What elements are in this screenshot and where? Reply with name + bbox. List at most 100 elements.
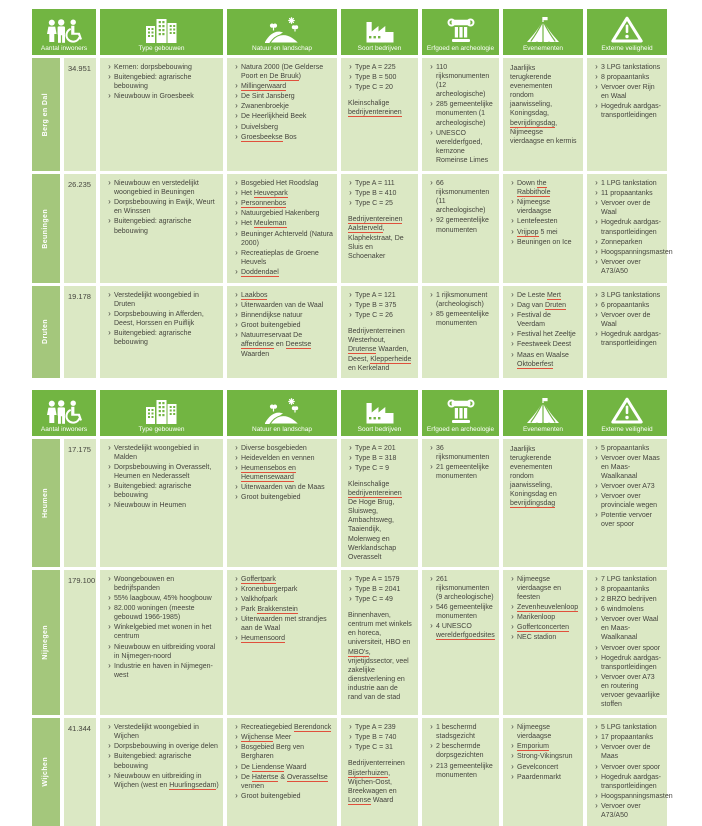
veiligheid-text: Vervoer over spoor <box>601 644 661 652</box>
gebouw-item: › Nieuwbouw en verstedelijkt woongebied i… <box>105 178 219 197</box>
bullet-icon: › <box>430 741 433 751</box>
evenement-item: › Nijmeegse vierdaagse en feesten <box>508 574 579 602</box>
spellcheck-underline: Millingerwaard <box>241 83 287 92</box>
evenement-item: › Nijmeegse vierdaagse <box>508 197 579 216</box>
bullet-icon: › <box>349 583 352 593</box>
bullet-icon: › <box>235 442 238 452</box>
soort-bedrijven-cell: › Type A = 201 › Type B = 318 › Type C = 9 Kle… <box>341 438 418 567</box>
gebouw-text: Nieuwbouw en verstedelijkt woongebied in… <box>114 180 199 197</box>
natuur-text: Groot buitengebied <box>241 322 301 330</box>
spellcheck-underline: Personnenbos <box>241 200 287 209</box>
veiligheid-text: Vervoer over de Waal <box>601 200 651 217</box>
bullet-icon: › <box>511 197 514 207</box>
natuur-item: › Uiterwaarden met strandjes aan de Waal <box>232 614 333 633</box>
evenement-text: Goffertconcerten <box>517 623 579 633</box>
gebouw-item: › Dorpsbebouwing in overige delen <box>105 741 219 751</box>
spellcheck-underline: Wijchense <box>241 734 274 743</box>
veiligheid-list: › 7 LPG tankstation › 8 propaantanks › 2 BRZO… <box>591 573 663 709</box>
aantal-inwoners-value: 179.100 <box>64 569 96 716</box>
gebouw-text: Dorpsbebouwing in overige delen <box>114 743 218 751</box>
spellcheck-underline: Klepperheide <box>370 355 412 364</box>
type-gebouwen-cell: › Nieuwbouw en verstedelijkt woongebied i… <box>100 174 223 283</box>
column-header-erfgoed-en-archeologie: Erfgoed en archeologie <box>422 9 499 55</box>
bullet-icon: › <box>595 732 598 742</box>
natuur-item: › Zwanenbroekje <box>232 101 333 111</box>
bullet-icon: › <box>235 198 238 208</box>
bullet-icon: › <box>108 289 111 299</box>
bedrijf-type-text: Type B = 375 <box>355 302 397 310</box>
erfgoed-text: 285 gemeentelijke monumenten (1 archeolo… <box>436 101 493 127</box>
column-header-externe-veiligheid: Externe veiligheid <box>587 389 667 436</box>
natuur-text: Bosgebied Berg ven Bergharen <box>241 744 305 761</box>
bedrijf-type-item: › Type B = 375 <box>346 300 414 310</box>
bullet-icon: › <box>108 461 111 471</box>
veiligheid-item: › 8 propaantanks <box>592 72 663 82</box>
bullet-icon: › <box>108 328 111 338</box>
bullet-icon: › <box>349 62 352 71</box>
column-label: Natuur en landschap <box>252 425 312 433</box>
bullet-icon: › <box>595 329 598 339</box>
bullet-icon: › <box>349 300 352 310</box>
natuur-item: › Uiterwaarden van de Maas <box>232 482 333 492</box>
soort-bedrijven-cell: › Type A = 111 › Type B = 410 › Type C = 25 Be… <box>341 174 418 283</box>
erfgoed-text: 36 rijksmonumenten <box>436 444 490 461</box>
gebouw-list: › Verstedelijkt woongebied in Druten › Dorp… <box>104 289 219 348</box>
evenement-item: › Lentefeesten <box>508 216 579 226</box>
veiligheid-item: › Hogedruk aardgas-transportleidingen <box>592 217 663 236</box>
gebouw-item: › Nieuwbouw en uitbreiding vooral in Nijm… <box>105 642 219 661</box>
bedrijf-type-text: Type B = 500 <box>355 74 397 82</box>
bullet-icon: › <box>511 761 514 771</box>
gebouw-item: › Nieuwbouw en uitbreiding in Wijchen (we… <box>105 771 219 790</box>
column-header-soort-bedrijven: Soort bedrijven <box>341 389 418 436</box>
veiligheid-text: Vervoer over A73 <box>601 483 655 491</box>
bullet-icon: › <box>595 72 598 82</box>
natuur-text: Uiterwaarden van de Waal <box>241 302 324 310</box>
evenement-item: › Vrijpop 5 mei <box>508 227 579 237</box>
evenement-item: › Dag van Druten <box>508 300 579 311</box>
bedrijf-type-text: Type A = 121 <box>355 291 396 299</box>
erfgoed-list: › 36 rijksmonumenten › 21 gemeentelijke mon… <box>426 443 495 481</box>
natuur-item: › Beuninger Achterveld (Natura 2000) <box>232 229 333 248</box>
veiligheid-item: › Vervoer over Maas en Maas-Waalkanaal <box>592 453 663 481</box>
spellcheck-underline: Goffertpark <box>241 575 276 584</box>
bullet-icon: › <box>349 462 352 472</box>
evenement-item: › Feestweek Deest <box>508 339 579 349</box>
bullet-icon: › <box>595 178 598 188</box>
evenement-item: › Down the Rabbithole <box>508 178 579 198</box>
bullet-icon: › <box>595 573 598 583</box>
bullet-icon: › <box>108 603 111 613</box>
natuur-landschap-cell: › Bosgebied Het Roodslag › Het Heuvepark › Pe… <box>227 174 337 283</box>
spellcheck-underline: afferdense <box>241 341 274 350</box>
bullet-icon: › <box>430 309 433 319</box>
natuur-item: › De Hatertse & Overasseltse vennen <box>232 772 333 791</box>
erfgoed-text: 4 UNESCO werelderfgoedsites <box>436 623 495 641</box>
bullet-icon: › <box>430 573 433 583</box>
column-label: Aantal inwoners <box>40 425 88 433</box>
evenement-item: › Festival het Zeeltje <box>508 329 579 339</box>
bullet-icon: › <box>511 751 514 761</box>
bullet-icon: › <box>595 642 598 652</box>
spellcheck-underline: Berendonck <box>293 724 332 733</box>
gebouw-item: › Buitengebied: agrarische bebouwing <box>105 216 219 235</box>
column-label: Type gebouwen <box>138 425 185 433</box>
erfgoed-archeologie-cell: › 110 rijksmonumenten (12 archeologische)… <box>422 58 499 172</box>
erfgoed-item: › 2 beschermde dorpsgezichten <box>427 741 495 760</box>
evenement-item: › Beuningen on Ice <box>508 237 579 247</box>
type-gebouwen-cell: › Verstedelijkt woongebied in Wijchen › Dor… <box>100 718 223 826</box>
veiligheid-text: Potentie vervoer over spoor <box>601 512 652 529</box>
gebouw-text: Woongebouwen en bedrijfspanden <box>114 575 175 592</box>
bullet-icon: › <box>430 760 433 770</box>
spellcheck-underline: Druten <box>545 302 567 311</box>
type-gebouwen-cell: › Verstedelijkt woongebied in Malden › Dorp… <box>100 438 223 567</box>
veiligheid-item: › Vervoer over spoor <box>592 762 663 772</box>
spellcheck-underline: bedrijventereinen <box>348 109 402 118</box>
spellcheck-underline: Mert <box>546 291 561 300</box>
erfgoed-archeologie-cell: › 1 rijksmonument (archeologisch) › 85 geme… <box>422 285 499 378</box>
bullet-icon: › <box>108 741 111 751</box>
natuur-text: Natuurgebied Hakenberg <box>241 210 320 218</box>
veiligheid-item: › Hogedruk aardgas-transportleidingen <box>592 772 663 791</box>
municipality-row: Heumen 17.175 › Verstedelijkt woongebied in… <box>32 438 702 567</box>
bullet-icon: › <box>430 178 433 188</box>
erfgoed-text: 2 beschermde dorpsgezichten <box>436 743 484 760</box>
erfgoed-text: 213 gemeentelijke monumenten <box>436 762 493 779</box>
